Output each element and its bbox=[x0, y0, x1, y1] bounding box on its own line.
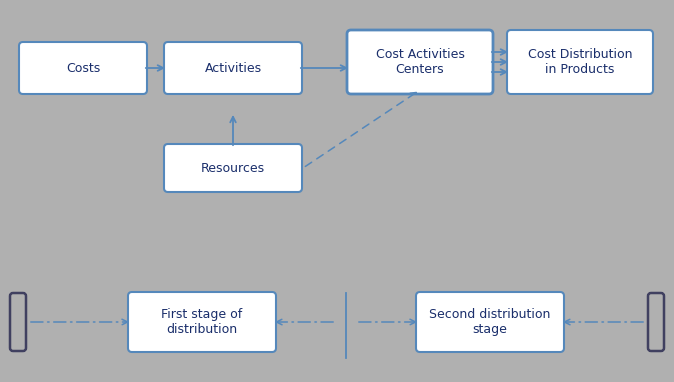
Text: Activities: Activities bbox=[204, 62, 262, 74]
Text: Cost Distribution
in Products: Cost Distribution in Products bbox=[528, 48, 632, 76]
FancyBboxPatch shape bbox=[164, 42, 302, 94]
Text: Resources: Resources bbox=[201, 162, 265, 175]
Text: First stage of
distribution: First stage of distribution bbox=[161, 308, 243, 336]
FancyBboxPatch shape bbox=[507, 30, 653, 94]
FancyBboxPatch shape bbox=[164, 144, 302, 192]
FancyBboxPatch shape bbox=[347, 30, 493, 94]
Text: Second distribution
stage: Second distribution stage bbox=[429, 308, 551, 336]
Text: Costs: Costs bbox=[66, 62, 100, 74]
Text: Cost Activities
Centers: Cost Activities Centers bbox=[375, 48, 464, 76]
FancyBboxPatch shape bbox=[128, 292, 276, 352]
FancyBboxPatch shape bbox=[19, 42, 147, 94]
FancyBboxPatch shape bbox=[416, 292, 564, 352]
